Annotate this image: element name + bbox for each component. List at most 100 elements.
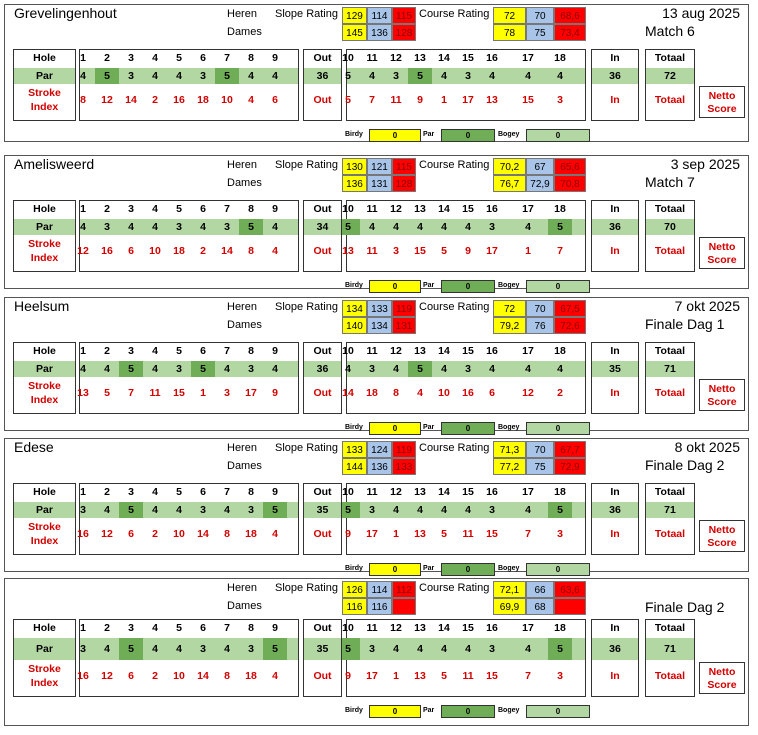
hole-stroke-index: 9 (345, 670, 351, 682)
hole-par: 4 (152, 70, 158, 82)
stroke-label: Stroke (28, 663, 61, 675)
back-nine: 10 5 9 11 3 17 12 4 1 13 4 13 14 4 5 15 4 11 16 3 15 17 4 7 18 5 3 (336, 483, 586, 555)
dames-label: Dames (227, 460, 262, 472)
birdy-label: Birdy (345, 131, 363, 138)
row-labels: Hole Par Stroke Index (13, 619, 76, 697)
hole-number: 2 (104, 203, 110, 215)
out-column-par: 36 (304, 361, 341, 377)
hole-par: 4 (417, 504, 423, 516)
hole-stroke-index: 4 (272, 670, 278, 682)
hole-number: 8 (248, 203, 254, 215)
hole-stroke-index: 17 (366, 528, 378, 540)
hole-par: 4 (152, 221, 158, 233)
hole-par: 4 (128, 221, 134, 233)
hole-par: 4 (441, 643, 447, 655)
slope-heren-value: 119 (392, 300, 416, 317)
hole-number: 5 (176, 622, 182, 634)
hole-par: 3 (128, 70, 134, 82)
hole-number: 10 (342, 486, 354, 498)
hole-stroke-index: 11 (462, 528, 474, 540)
score-label: Score (707, 396, 737, 408)
hole-stroke-index: 9 (465, 245, 471, 257)
slope-heren-value: 115 (392, 158, 416, 175)
hole-par: 5 (119, 361, 143, 377)
birdy-value: 0 (369, 129, 421, 142)
hole-number: 5 (176, 52, 182, 64)
hole-number: 15 (462, 622, 474, 634)
hole-number: 17 (522, 622, 534, 634)
course-dames-value: 79,2 (493, 317, 526, 334)
netto-label: Netto (708, 90, 736, 102)
hole-number: 11 (366, 486, 378, 498)
hole-number: 5 (176, 345, 182, 357)
course-heren-value: 67 (526, 158, 554, 175)
score-label: Score (707, 537, 737, 549)
hole-number: 1 (80, 622, 86, 634)
out-column-header: Out (313, 203, 332, 215)
hole-stroke-index: 4 (417, 387, 423, 399)
hole-stroke-index: 8 (393, 387, 399, 399)
hole-stroke-index: 12 (522, 387, 534, 399)
hole-number: 9 (272, 345, 278, 357)
hole-par: 4 (345, 363, 351, 375)
dames-label: Dames (227, 319, 262, 331)
par-row-bg (347, 502, 585, 518)
hole-stroke-index: 4 (272, 528, 278, 540)
slope-dames-value: 136 (342, 175, 367, 192)
hole-number: 9 (272, 203, 278, 215)
course-heren-value: 70 (526, 300, 554, 317)
hole-stroke-index: 1 (393, 528, 399, 540)
slope-heren-value: 114 (367, 7, 392, 24)
course-name: Amelisweerd (14, 156, 95, 172)
hole-stroke-index: 3 (393, 245, 399, 257)
hole-par: 5 (548, 219, 572, 235)
out-column-total-label: Out (313, 670, 332, 682)
birdy-value: 0 (369, 705, 421, 718)
back-nine: 10 5 13 11 4 11 12 4 3 13 4 15 14 4 5 15 4 9 16 3 17 17 4 1 18 5 7 (336, 200, 586, 272)
slope-dames-value: 136 (367, 24, 392, 41)
hole-number: 8 (248, 622, 254, 634)
out-column-total-label: Out (313, 245, 332, 257)
score-label: Score (707, 679, 737, 691)
hole-number: 9 (272, 52, 278, 64)
course-dames-value: 69,9 (493, 598, 526, 615)
slope-heren-value: 130 (342, 158, 367, 175)
hole-par: 4 (417, 643, 423, 655)
hole-stroke-index: 11 (462, 670, 474, 682)
hole-number: 10 (342, 622, 354, 634)
hole-number: 15 (462, 345, 474, 357)
hole-par: 4 (152, 504, 158, 516)
hole-stroke-index: 15 (486, 670, 498, 682)
totaal-column: Totaal 71 Totaal (645, 483, 695, 555)
in-column-total-label: In (610, 387, 620, 399)
bogey-value: 0 (526, 280, 590, 293)
hole-par: 4 (80, 221, 86, 233)
hole-stroke-index: 16 (77, 528, 89, 540)
hole-stroke-index: 10 (173, 528, 185, 540)
bogey-label: Bogey (498, 565, 520, 572)
front-nine: 1 4 12 2 3 16 3 4 6 4 4 10 5 3 18 6 4 2 7 3 14 8 5 8 9 4 4 (77, 200, 299, 272)
hole-number: 4 (152, 52, 158, 64)
bogey-value: 0 (526, 422, 590, 435)
hole-stroke-index: 18 (366, 387, 378, 399)
dames-label: Dames (227, 26, 262, 38)
hole-par: 4 (441, 70, 447, 82)
in-column-header: In (610, 52, 620, 64)
in-column-total-label: In (610, 94, 620, 106)
hole-stroke-index: 6 (489, 387, 495, 399)
hole-number: 3 (128, 345, 134, 357)
slope-rating-label: Slope Rating (275, 301, 338, 313)
hole-number: 10 (342, 203, 354, 215)
hole-stroke-index: 11 (390, 94, 402, 106)
hole-stroke-index: 14 (197, 528, 209, 540)
course-rating-label: Course Rating (419, 8, 490, 20)
hole-par: 5 (215, 68, 239, 84)
par-legend-label: Par (423, 131, 435, 138)
hole-par: 4 (104, 363, 110, 375)
totaal-column-total-label: Totaal (654, 94, 686, 106)
birdy-value: 0 (369, 563, 421, 576)
hole-stroke-index: 13 (486, 94, 498, 106)
in-column-header: In (610, 345, 620, 357)
hole-par: 5 (336, 219, 360, 235)
par-row-bg (80, 68, 298, 84)
